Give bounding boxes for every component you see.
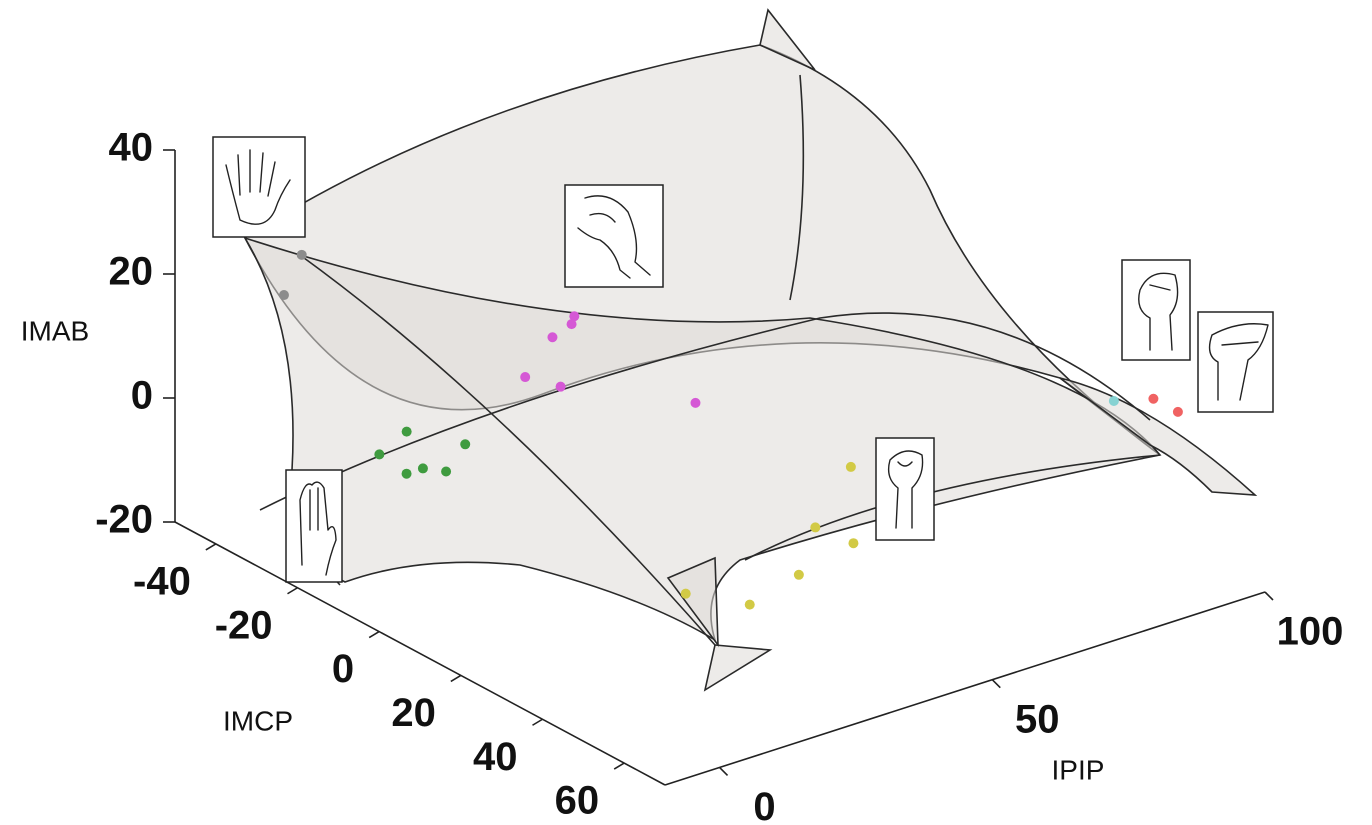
point [690,398,700,408]
y-tick-label: 0 [332,647,354,691]
point [1148,394,1158,404]
point [848,538,858,548]
y-tick [369,632,379,638]
y-tick [451,675,461,681]
hand-icon [565,185,663,287]
point [1109,396,1119,406]
y-tick-label: 60 [555,779,600,823]
point [846,462,856,472]
y-tick-label: -20 [215,603,273,647]
y-axis-label: IMCP [223,705,293,736]
y-tick [614,763,624,769]
point [460,439,470,449]
hand-icon [1122,260,1190,360]
x-axis-label: IPIP [1052,754,1105,785]
z-tick-label: 0 [131,374,153,418]
chart: IMAB IMCP IPIP -20 0 20 40 -40 -20 0 20 40 60 0 50 1… [0,0,1372,825]
z-axis-label: IMAB [21,315,89,346]
x-tick [992,680,1000,688]
y-tick [533,719,543,725]
y-tick-label: 20 [391,691,436,735]
y-tick-label: -40 [133,559,191,603]
x-tick-label: 50 [1015,697,1060,741]
axis-line [665,592,1265,785]
point [745,600,755,610]
y-tick [288,588,298,594]
point [520,372,530,382]
z-tick-label: 20 [109,250,154,294]
point [794,570,804,580]
point [547,332,557,342]
point [402,427,412,437]
point [402,469,412,479]
page: {"chart_data": {"type": "scatter3d", "xl… [0,0,1372,825]
y-tick [206,544,216,550]
point [1173,407,1183,417]
point [567,319,577,329]
point [279,290,289,300]
point [374,449,384,459]
point [418,463,428,473]
y-tick-label: 40 [473,735,518,779]
z-tick-label: -20 [95,498,153,542]
hand-icon [876,438,934,540]
x-tick [1265,592,1273,600]
hand-icon [286,470,342,582]
point [297,250,307,260]
point [441,466,451,476]
z-tick-label: 40 [109,126,154,170]
x-tick [720,767,728,775]
x-tick-label: 100 [1277,610,1344,654]
x-tick-label: 0 [753,785,775,825]
point [556,382,566,392]
hand-icon [213,137,305,237]
hand-icon [1198,312,1273,412]
surface [245,10,1255,690]
point [810,522,820,532]
point [681,589,691,599]
